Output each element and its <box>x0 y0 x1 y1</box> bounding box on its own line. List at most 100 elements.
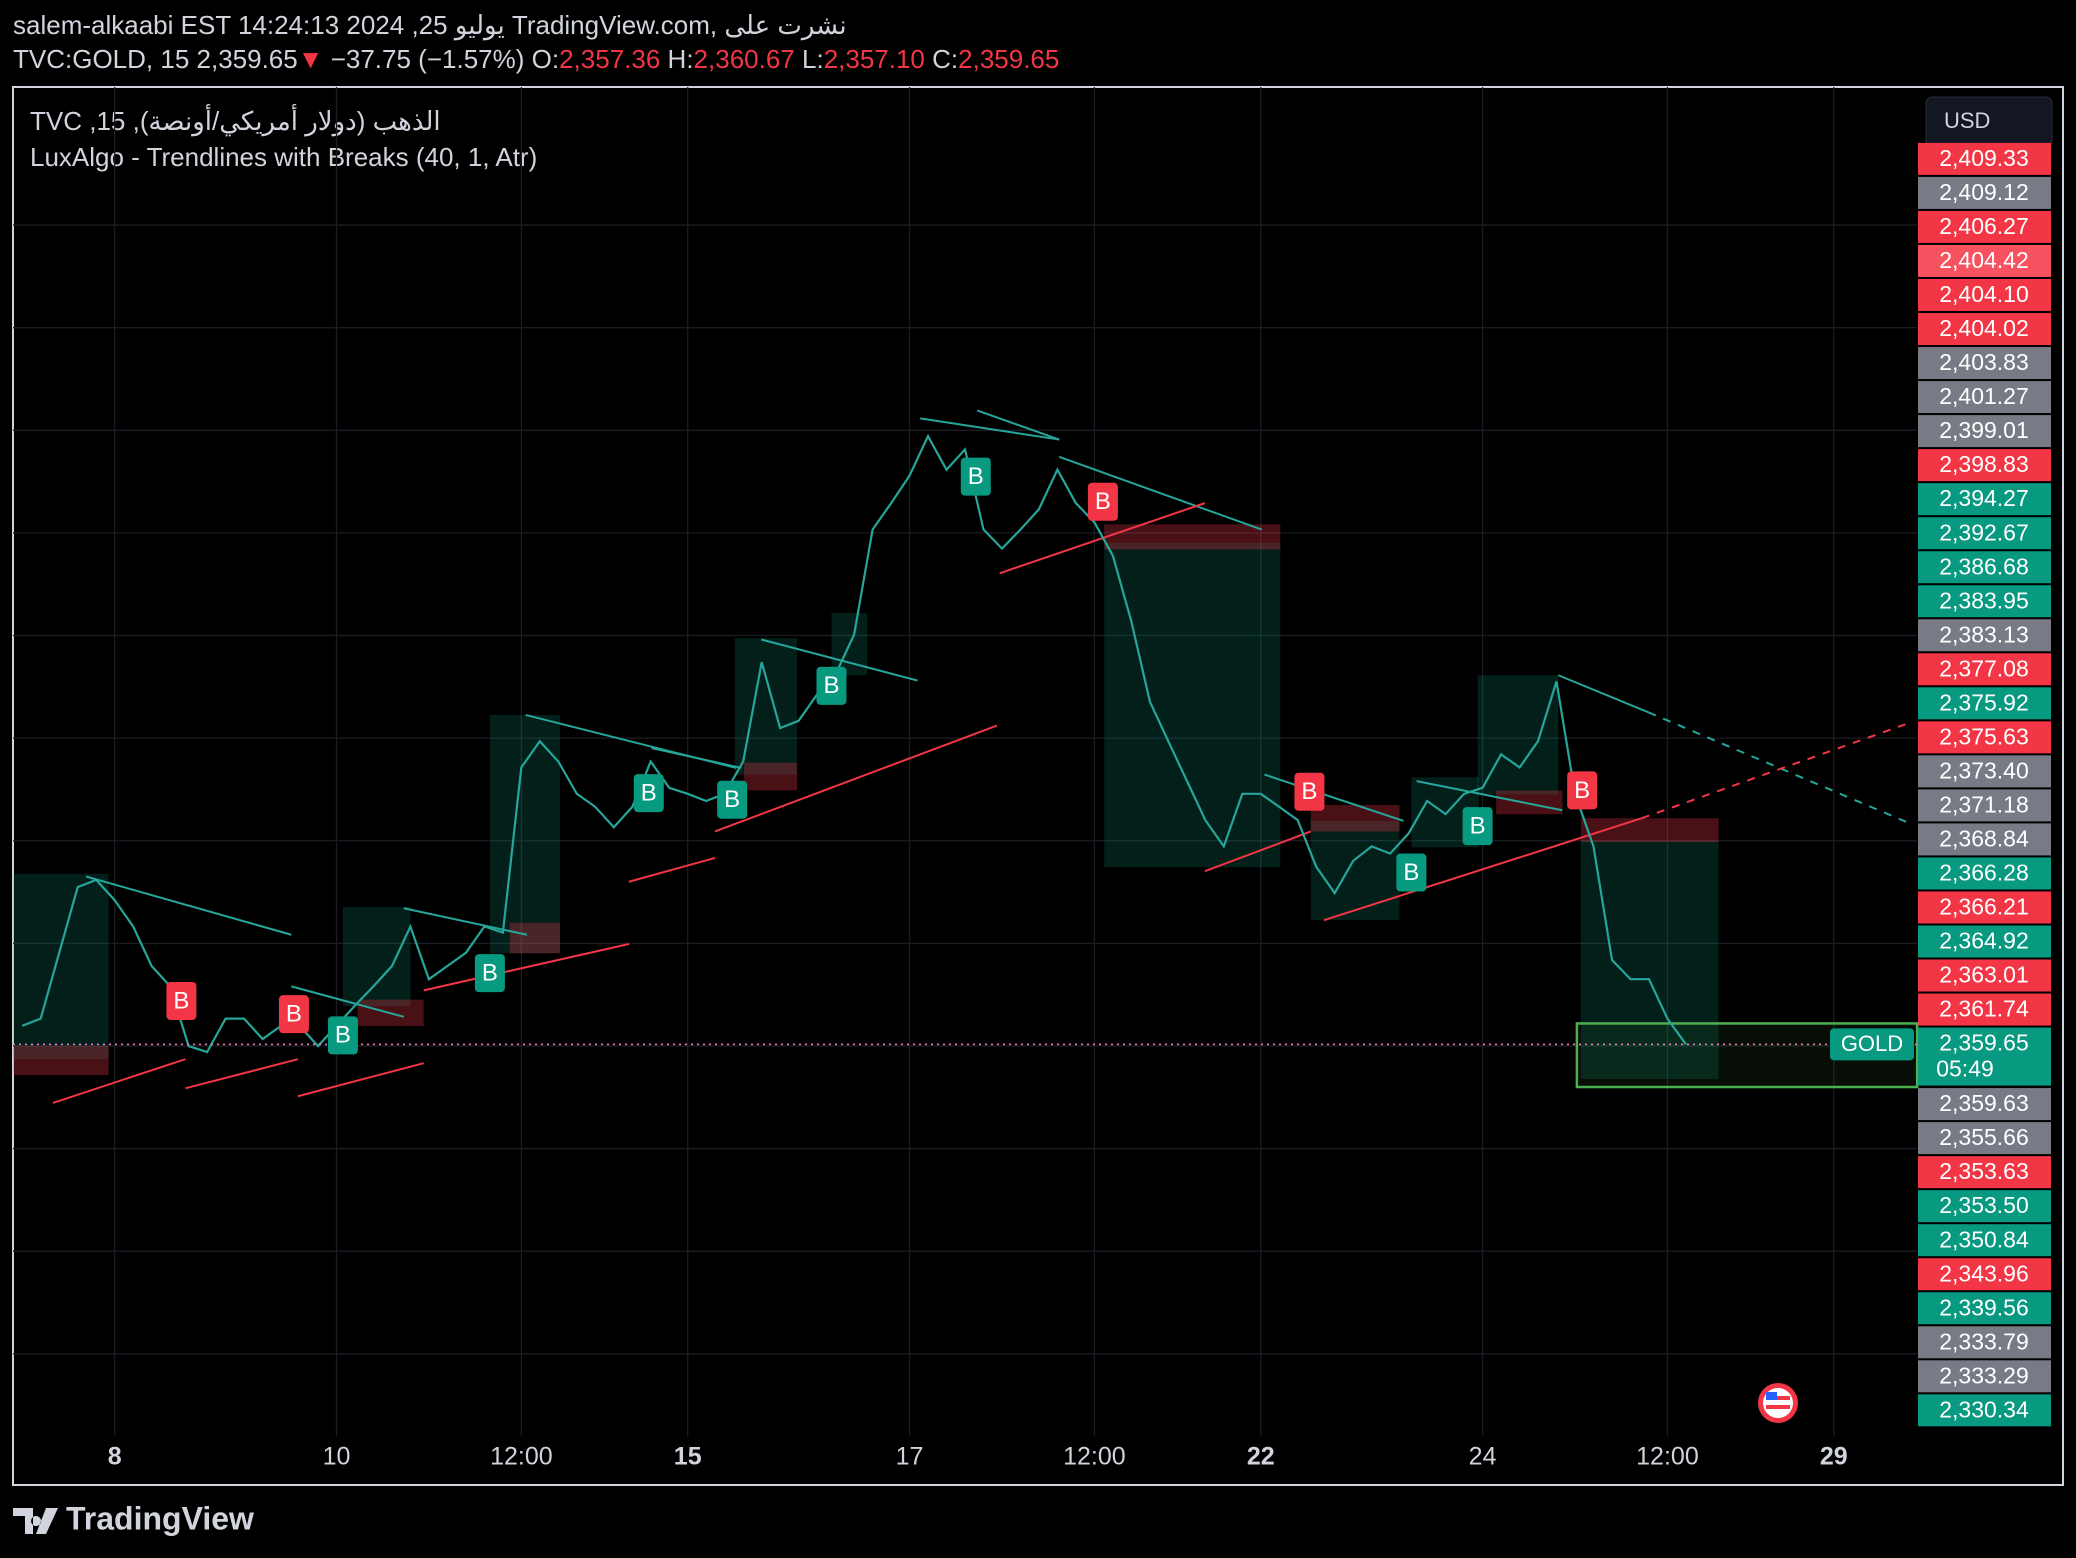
flag-icon <box>1758 1383 1798 1423</box>
price-badge <box>1918 789 2051 822</box>
price-badge <box>1918 1122 2051 1155</box>
trend-line <box>423 943 630 992</box>
price-badge <box>1918 1224 2051 1257</box>
trend-line <box>1641 720 1914 820</box>
price-badge <box>1918 381 2051 414</box>
indicator-name: LuxAlgo - Trendlines with Breaks (40, 1,… <box>30 142 537 172</box>
price-badge-label: 2,404.42 <box>1939 247 2029 273</box>
break-mark <box>1567 771 1598 810</box>
currency[interactable]: USD <box>1944 108 1990 133</box>
trend-line <box>403 907 528 936</box>
break-mark-label: B <box>1095 488 1111 515</box>
symbol-badge-label: GOLD <box>1841 1031 1903 1056</box>
symbol: TVC:GOLD, 15 <box>13 44 190 74</box>
price-badge-label: 2,355.66 <box>1939 1124 2029 1150</box>
trend-line <box>1204 830 1312 873</box>
price-badge <box>1918 1394 2051 1427</box>
price-badge-label: 2,371.18 <box>1939 791 2029 817</box>
x-tick-label: 10 <box>323 1443 351 1471</box>
price-badge-label: 2,366.28 <box>1939 860 2029 886</box>
price-badge-label: 2,373.40 <box>1939 757 2029 783</box>
open: 2,357.36 <box>559 44 661 74</box>
price-badge-label: 2,398.83 <box>1939 451 2029 477</box>
price-badge <box>1918 857 2051 890</box>
break-mark-label: B <box>641 779 657 806</box>
x-tick-label: 24 <box>1469 1443 1497 1471</box>
header: salem-alkaabi EST 14:24:13 2024 ,25 يولي… <box>13 8 1059 76</box>
price-badge-label: 2,409.12 <box>1939 179 2029 205</box>
price-badge <box>1918 278 2051 311</box>
x-tick-label: 15 <box>674 1443 702 1471</box>
price-badge <box>1918 721 2051 754</box>
h-label: H: <box>667 44 694 74</box>
trend-line <box>185 1058 299 1090</box>
price-badge-label: 2,375.63 <box>1939 723 2029 749</box>
break-mark <box>816 666 847 705</box>
price-badge <box>1918 687 2051 720</box>
break-mark-label: B <box>173 987 189 1014</box>
countdown: 05:49 <box>1936 1056 1994 1082</box>
price-badge-label: 2,353.63 <box>1939 1158 2029 1184</box>
price-badge <box>1918 1190 2051 1223</box>
price-badge-label: 2,406.27 <box>1939 213 2029 239</box>
price-badge <box>1918 925 2051 958</box>
break-mark-label: B <box>724 786 740 813</box>
break-mark-label: B <box>335 1022 351 1049</box>
break-mark-label: B <box>1301 778 1317 805</box>
break-mark <box>278 995 309 1034</box>
price-badge <box>1918 142 2051 175</box>
price-badge-label: 2,363.01 <box>1939 962 2029 988</box>
price-badge-label: 2,350.84 <box>1939 1226 2029 1252</box>
x-tick-label: 12:00 <box>490 1443 553 1471</box>
price-badge-label: 2,401.27 <box>1939 383 2029 409</box>
price-badge <box>1918 823 2051 856</box>
price-badge-label: 2,330.34 <box>1939 1396 2029 1422</box>
zone <box>13 873 109 1060</box>
price-badge <box>1918 1292 2051 1325</box>
price-badge-label: 2,392.67 <box>1939 519 2029 545</box>
price-badge <box>1918 585 2051 618</box>
arrow: ▼ <box>297 44 324 74</box>
break-mark-label: B <box>482 959 498 986</box>
price-badge <box>1918 993 2051 1026</box>
price-badge <box>1918 1326 2051 1359</box>
zone <box>1310 820 1400 921</box>
price-badge <box>1918 483 2051 516</box>
change: −37.75 (−1.57%) <box>330 44 525 74</box>
zone <box>1580 840 1719 1080</box>
break-mark-label: B <box>1403 859 1419 886</box>
zone <box>1310 804 1400 832</box>
price-badge-label: 2,359.65 <box>1939 1030 2029 1056</box>
price-badge <box>1918 1156 2051 1189</box>
trend-line <box>85 875 292 936</box>
price-badge <box>1918 1088 2051 1121</box>
price-badge <box>1918 551 2051 584</box>
price-line <box>21 433 1687 1054</box>
symbol-badge <box>1830 1028 1914 1061</box>
break-mark-label: B <box>1574 777 1590 804</box>
break-mark-label: B <box>286 1001 302 1028</box>
trend-line <box>52 1058 186 1104</box>
break-mark <box>1294 772 1325 811</box>
zone <box>744 762 798 791</box>
price-badge-label: 2,339.56 <box>1939 1294 2029 1320</box>
zone <box>1496 790 1563 815</box>
price-badge-label: 2,359.63 <box>1939 1090 2029 1116</box>
price-badge <box>1918 619 2051 652</box>
price-badge-label: 2,404.10 <box>1939 281 2029 307</box>
price-badge <box>1918 1258 2051 1291</box>
break-mark <box>1396 853 1427 892</box>
break-mark <box>1462 807 1493 846</box>
trend-line <box>976 409 1060 441</box>
o-label: O: <box>531 44 560 74</box>
high: 2,360.67 <box>693 44 795 74</box>
price-badge <box>1918 347 2051 380</box>
price-badge-label: 2,366.21 <box>1939 894 2029 920</box>
trend-line <box>1058 455 1263 531</box>
trend-line <box>651 747 742 769</box>
zone <box>13 1045 109 1076</box>
x-tick-label: 8 <box>108 1443 122 1471</box>
price-badge-label: 2,333.79 <box>1939 1328 2029 1354</box>
